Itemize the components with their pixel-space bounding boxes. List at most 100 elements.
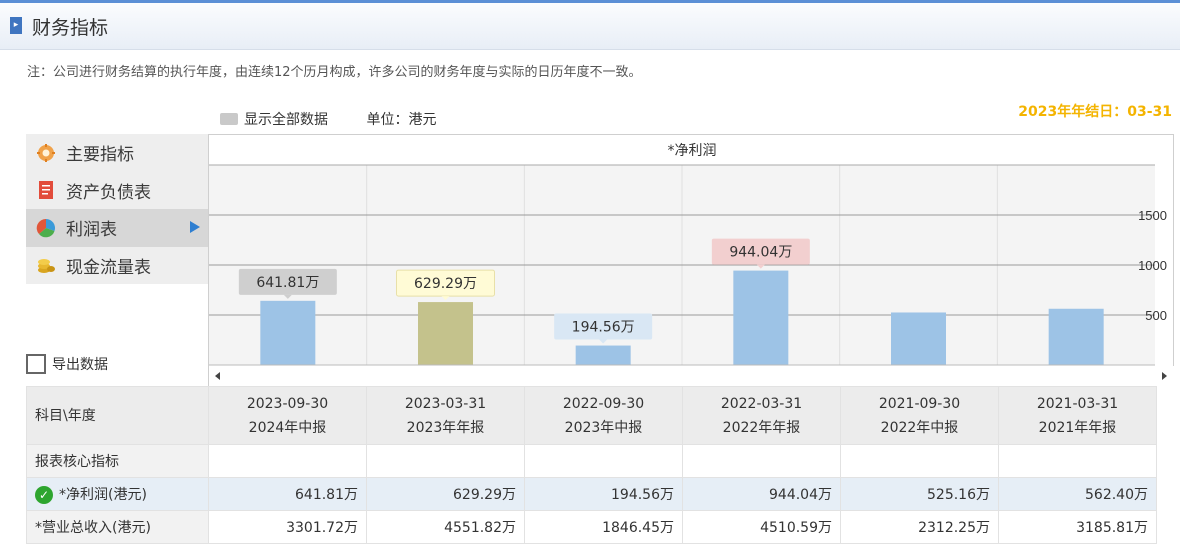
- table-cell: 944.04万: [682, 477, 841, 511]
- data-label-pointer: [283, 294, 292, 299]
- data-label-pointer: [599, 339, 608, 344]
- data-label-box: [554, 313, 653, 340]
- data-label-pointer: [441, 296, 450, 301]
- row-label-text: *净利润(港元): [59, 487, 147, 503]
- data-label-box: [396, 269, 495, 297]
- unit-label: 单位：港元: [366, 112, 437, 128]
- statement-sidebar: 主要指标 资产负债表 利润表 现金流量表: [26, 134, 208, 284]
- bar: [1048, 308, 1104, 365]
- column-date: 2022-03-31: [720, 395, 803, 412]
- table-cell: 641.81万: [208, 477, 367, 511]
- toggle-icon: [220, 113, 238, 125]
- show-all-label: 显示全部数据: [244, 112, 328, 128]
- y-tick-label: 1500: [1138, 208, 1167, 223]
- scroll-right-arrow-icon[interactable]: [1162, 372, 1167, 380]
- bar: [891, 312, 946, 365]
- table-row[interactable]: *营业总收入(港元) 3301.72万 4551.82万 1846.45万 45…: [26, 510, 1157, 544]
- column-header[interactable]: 2021-03-31 2021年年报: [998, 386, 1157, 445]
- sidebar-item-label: 资产负债表: [66, 182, 151, 203]
- gear-flower-icon: [36, 143, 56, 163]
- row-label: ✓ *净利润(港元): [26, 477, 209, 511]
- pie-chart-icon: [36, 218, 56, 238]
- column-date: 2023-09-30: [246, 395, 329, 412]
- section-label: 报表核心指标: [26, 444, 209, 478]
- table-cell: 3185.81万: [998, 510, 1157, 544]
- column-header[interactable]: 2022-03-31 2022年年报: [682, 386, 841, 445]
- chart-title: *净利润: [668, 143, 717, 159]
- column-header[interactable]: 2023-09-30 2024年中报: [208, 386, 367, 445]
- show-all-data-toggle[interactable]: 显示全部数据: [220, 112, 332, 128]
- export-label: 导出数据: [52, 357, 108, 373]
- table-cell: 3301.72万: [208, 510, 367, 544]
- column-date: 2021-03-31: [1036, 395, 1119, 412]
- data-label: 944.04万: [729, 245, 792, 261]
- column-header[interactable]: 2023-03-31 2023年年报: [366, 386, 525, 445]
- sidebar-item-income-statement[interactable]: 利润表: [26, 209, 208, 247]
- coins-icon: [36, 255, 56, 275]
- year-end-date: 2023年年结日：03-31: [1018, 104, 1172, 120]
- empty-cell: [208, 444, 367, 478]
- bar: [575, 345, 631, 365]
- financial-table: 科目\年度 2023-09-30 2024年中报 2023-03-31 2023年年…: [26, 386, 1157, 544]
- column-report: 2021年年报: [1038, 419, 1117, 436]
- empty-cell: [366, 444, 525, 478]
- net-profit-chart: 500 1000 1500 *净利润 641.81万 629.29万 194.56万 944.…: [208, 134, 1175, 386]
- data-label-box: [238, 268, 337, 295]
- table-header-row: 科目\年度 2023-09-30 2024年中报 2023-03-31 2023年年…: [26, 386, 1157, 445]
- y-tick-label: 500: [1145, 308, 1167, 323]
- column-report: 2022年年报: [722, 419, 801, 436]
- bar: [733, 270, 789, 365]
- table-cell: 629.29万: [366, 477, 525, 511]
- sidebar-item-label: 利润表: [66, 220, 117, 241]
- empty-cell: [682, 444, 841, 478]
- empty-cell: [524, 444, 683, 478]
- fiscal-year-note: 注：公司进行财务结算的执行年度，由连续12个历月构成，许多公司的财务年度与实际的…: [27, 65, 642, 80]
- row-label: *营业总收入(港元): [26, 510, 209, 544]
- data-label: 641.81万: [256, 275, 319, 291]
- top-accent-line: [0, 0, 1180, 3]
- empty-cell: [998, 444, 1157, 478]
- scrollbar-track: [209, 366, 1175, 386]
- active-arrow-icon: [190, 221, 200, 233]
- table-cell: 4510.59万: [682, 510, 841, 544]
- table-cell: 4551.82万: [366, 510, 525, 544]
- bar: [260, 300, 316, 365]
- table-cell: 2312.25万: [840, 510, 999, 544]
- table-row[interactable]: ✓ *净利润(港元) 641.81万 629.29万 194.56万 944.04…: [26, 477, 1157, 511]
- table-section-row: 报表核心指标: [26, 444, 1157, 478]
- data-label-pointer: [756, 264, 765, 269]
- column-date: 2023-03-31: [404, 395, 487, 412]
- column-header[interactable]: 2022-09-30 2023年中报: [524, 386, 683, 445]
- sidebar-item-label: 主要指标: [66, 145, 134, 166]
- table-corner-label: 科目\年度: [26, 386, 209, 445]
- page-title: 财务指标: [32, 17, 109, 39]
- empty-cell: [840, 444, 999, 478]
- sidebar-item-balance-sheet[interactable]: 资产负债表: [26, 172, 208, 210]
- export-data-button[interactable]: 导出数据: [26, 354, 108, 374]
- data-label: 194.56万: [572, 320, 635, 336]
- data-label: 629.29万: [414, 276, 477, 292]
- column-report: 2024年中报: [248, 419, 327, 436]
- table-cell: 562.40万: [998, 477, 1157, 511]
- column-header[interactable]: 2021-09-30 2022年中报: [840, 386, 999, 445]
- sidebar-item-cash-flow[interactable]: 现金流量表: [26, 247, 208, 285]
- table-cell: 1846.45万: [524, 510, 683, 544]
- sidebar-item-label: 现金流量表: [66, 257, 151, 278]
- column-date: 2022-09-30: [562, 395, 645, 412]
- chart-svg: 500 1000 1500 *净利润 641.81万 629.29万 194.56万 944.…: [209, 143, 1175, 386]
- check-icon: ✓: [35, 486, 53, 504]
- sidebar-item-main-indicators[interactable]: 主要指标: [26, 134, 208, 172]
- section-header: ▸ 财务指标: [0, 3, 1180, 50]
- table-cell: 194.56万: [524, 477, 683, 511]
- y-tick-label: 1000: [1138, 258, 1167, 273]
- column-report: 2023年年报: [406, 419, 485, 436]
- table-cell: 525.16万: [840, 477, 999, 511]
- section-marker-icon: ▸: [10, 17, 22, 34]
- scroll-left-arrow-icon[interactable]: [215, 372, 220, 380]
- column-date: 2021-09-30: [878, 395, 961, 412]
- chart-toolbar: 显示全部数据 单位：港元: [220, 109, 436, 129]
- export-icon: [26, 354, 46, 374]
- document-icon: [36, 180, 56, 200]
- column-report: 2022年中报: [880, 419, 959, 436]
- data-label-box: [711, 238, 810, 265]
